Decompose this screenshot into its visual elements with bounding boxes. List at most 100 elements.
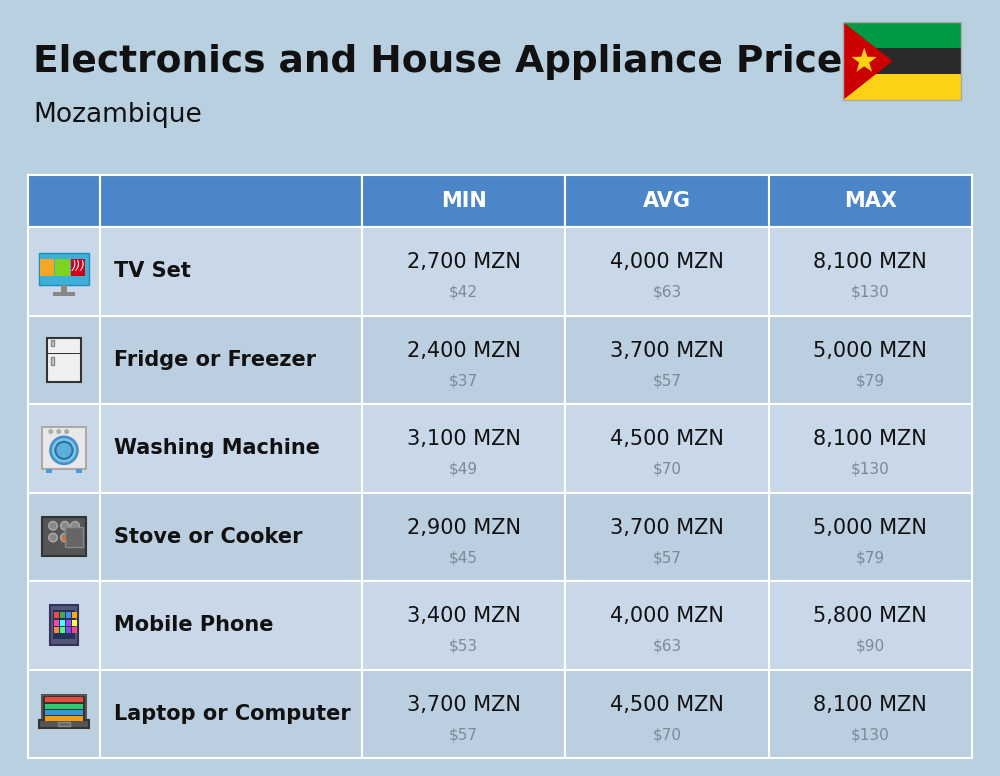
Bar: [54, 627, 59, 633]
Bar: [47, 353, 81, 354]
Bar: [60, 612, 65, 618]
Circle shape: [51, 437, 77, 464]
Text: ))): ))): [72, 260, 86, 272]
Bar: [76, 469, 82, 473]
Bar: [45, 710, 83, 715]
Bar: [769, 316, 972, 404]
Bar: [66, 627, 71, 633]
Text: $130: $130: [851, 462, 890, 477]
Text: $57: $57: [449, 727, 478, 743]
Circle shape: [56, 429, 61, 434]
Circle shape: [49, 521, 57, 530]
Bar: [42, 695, 86, 720]
Bar: [100, 227, 362, 316]
Text: 4,500 MZN: 4,500 MZN: [610, 695, 724, 715]
Text: 2,700 MZN: 2,700 MZN: [407, 252, 521, 272]
Text: 2,400 MZN: 2,400 MZN: [407, 341, 521, 361]
Bar: [53, 610, 75, 639]
Bar: [362, 493, 565, 581]
Bar: [39, 720, 89, 728]
Bar: [28, 493, 100, 581]
Bar: [28, 227, 100, 316]
Text: 3,400 MZN: 3,400 MZN: [407, 606, 521, 626]
Text: 8,100 MZN: 8,100 MZN: [813, 252, 927, 272]
Circle shape: [55, 442, 73, 459]
Text: 8,100 MZN: 8,100 MZN: [813, 429, 927, 449]
Bar: [47, 338, 81, 382]
Text: Electronics and House Appliance Prices: Electronics and House Appliance Prices: [33, 44, 865, 80]
Text: MAX: MAX: [844, 191, 897, 211]
Bar: [565, 493, 769, 581]
Bar: [843, 74, 961, 100]
Bar: [100, 581, 362, 670]
Bar: [362, 227, 565, 316]
Circle shape: [61, 521, 69, 530]
Text: $63: $63: [652, 639, 682, 654]
Text: Washing Machine: Washing Machine: [114, 438, 320, 459]
Bar: [565, 670, 769, 758]
Text: $130: $130: [851, 727, 890, 743]
Bar: [565, 404, 769, 493]
Bar: [565, 227, 769, 316]
Bar: [60, 620, 65, 625]
Circle shape: [64, 429, 69, 434]
Text: 4,000 MZN: 4,000 MZN: [610, 252, 724, 272]
Bar: [51, 341, 54, 345]
Bar: [61, 285, 67, 292]
Text: $57: $57: [652, 550, 682, 566]
Bar: [72, 620, 77, 625]
Text: $130: $130: [851, 285, 890, 300]
Bar: [843, 48, 961, 74]
Text: $49: $49: [449, 462, 478, 477]
Bar: [72, 612, 77, 618]
Text: TV Set: TV Set: [114, 262, 191, 281]
Bar: [71, 258, 85, 276]
Text: 3,700 MZN: 3,700 MZN: [610, 518, 724, 538]
Bar: [769, 404, 972, 493]
Text: Stove or Cooker: Stove or Cooker: [114, 527, 302, 547]
Text: Mobile Phone: Mobile Phone: [114, 615, 274, 636]
Bar: [58, 722, 70, 726]
Bar: [28, 581, 100, 670]
Bar: [362, 404, 565, 493]
Circle shape: [61, 533, 69, 542]
Bar: [54, 612, 59, 618]
Circle shape: [49, 533, 57, 542]
Bar: [565, 316, 769, 404]
Text: 8,100 MZN: 8,100 MZN: [813, 695, 927, 715]
Bar: [769, 493, 972, 581]
Bar: [66, 620, 71, 625]
Polygon shape: [852, 48, 877, 71]
Bar: [565, 175, 769, 227]
Bar: [769, 227, 972, 316]
Text: $90: $90: [856, 639, 885, 654]
Bar: [100, 670, 362, 758]
Text: 2,900 MZN: 2,900 MZN: [407, 518, 521, 538]
Text: 5,800 MZN: 5,800 MZN: [813, 606, 927, 626]
Bar: [42, 517, 86, 556]
Circle shape: [71, 533, 79, 542]
Bar: [45, 704, 83, 708]
Text: $42: $42: [449, 285, 478, 300]
Bar: [769, 670, 972, 758]
Text: $70: $70: [652, 462, 682, 477]
Circle shape: [71, 521, 79, 530]
Bar: [51, 357, 54, 365]
Bar: [565, 581, 769, 670]
Text: 4,500 MZN: 4,500 MZN: [610, 429, 724, 449]
Bar: [55, 258, 70, 276]
Text: Mozambique: Mozambique: [33, 102, 202, 128]
Bar: [53, 292, 75, 296]
Bar: [45, 698, 83, 702]
Polygon shape: [60, 534, 68, 546]
Bar: [72, 627, 77, 633]
Polygon shape: [843, 22, 893, 100]
Bar: [100, 175, 362, 227]
Text: Laptop or Computer: Laptop or Computer: [114, 704, 351, 724]
Bar: [46, 469, 52, 473]
Bar: [39, 253, 89, 285]
Bar: [54, 620, 59, 625]
Bar: [843, 22, 961, 48]
Bar: [66, 612, 71, 618]
Bar: [45, 715, 83, 721]
